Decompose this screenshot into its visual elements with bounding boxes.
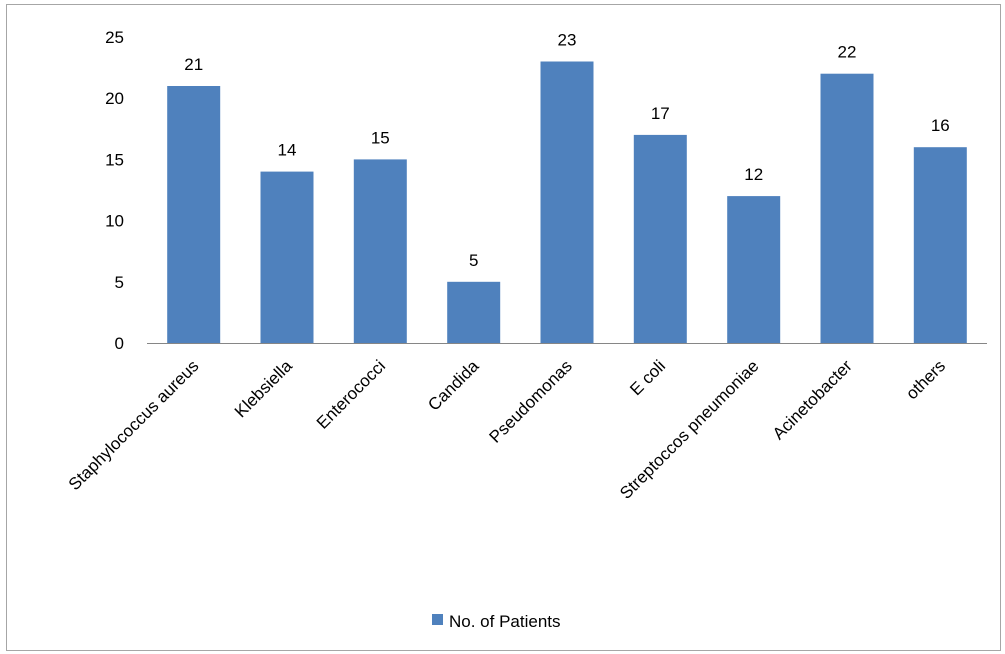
x-tick-label: Pseudomonas [486, 356, 576, 446]
x-tick-label: E coli [626, 356, 669, 399]
legend-swatch [432, 614, 443, 625]
y-tick-label: 0 [115, 334, 124, 353]
data-labels: 21 14 15 5 23 17 12 22 16 [184, 31, 950, 270]
bar [260, 171, 314, 343]
x-tick-label: Staphylococcus aureus [65, 356, 203, 494]
data-label: 17 [651, 104, 670, 123]
bar [820, 73, 874, 343]
data-label: 23 [558, 31, 577, 50]
bar [353, 159, 407, 343]
x-tick-label: Klebsiella [231, 356, 296, 421]
data-label: 12 [744, 165, 763, 184]
data-label: 22 [838, 43, 857, 62]
data-label: 16 [931, 116, 950, 135]
x-axis: Staphylococcus aureus Klebsiella Enterococ… [65, 343, 987, 503]
data-label: 15 [371, 128, 390, 147]
bars [167, 61, 967, 343]
y-tick-label: 10 [105, 212, 124, 231]
bar [167, 86, 221, 343]
y-tick-label: 15 [105, 150, 124, 169]
y-axis: 0 5 10 15 20 25 [105, 28, 124, 353]
legend: No. of Patients [432, 612, 561, 631]
data-label: 14 [278, 141, 297, 160]
bar [633, 134, 687, 343]
x-tick-label: Candida [424, 356, 483, 415]
y-tick-label: 20 [105, 89, 124, 108]
bar [727, 196, 781, 343]
x-tick-label: Enterococci [313, 356, 389, 432]
legend-label: No. of Patients [449, 612, 561, 631]
bar [540, 61, 594, 343]
bar [447, 281, 501, 343]
x-tick-label: others [902, 356, 949, 403]
bar [913, 147, 967, 343]
x-tick-label: Acinetobacter [769, 356, 856, 443]
y-tick-label: 5 [115, 273, 124, 292]
data-label: 5 [469, 251, 478, 270]
data-label: 21 [184, 55, 203, 74]
y-tick-label: 25 [105, 28, 124, 47]
